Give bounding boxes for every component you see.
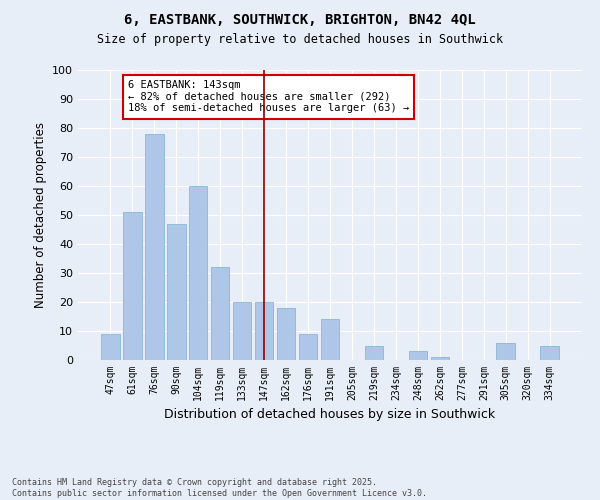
Text: 6, EASTBANK, SOUTHWICK, BRIGHTON, BN42 4QL: 6, EASTBANK, SOUTHWICK, BRIGHTON, BN42 4…: [124, 12, 476, 26]
Bar: [431, 357, 449, 360]
Text: Size of property relative to detached houses in Southwick: Size of property relative to detached ho…: [97, 32, 503, 46]
Bar: [541, 346, 559, 360]
Bar: [167, 224, 185, 360]
Bar: [123, 212, 142, 360]
Bar: [101, 334, 119, 360]
Y-axis label: Number of detached properties: Number of detached properties: [34, 122, 47, 308]
X-axis label: Distribution of detached houses by size in Southwick: Distribution of detached houses by size …: [164, 408, 496, 422]
Bar: [299, 334, 317, 360]
Bar: [255, 302, 274, 360]
Bar: [320, 320, 340, 360]
Bar: [211, 267, 229, 360]
Text: Contains HM Land Registry data © Crown copyright and database right 2025.
Contai: Contains HM Land Registry data © Crown c…: [12, 478, 427, 498]
Bar: [409, 352, 427, 360]
Bar: [233, 302, 251, 360]
Bar: [277, 308, 295, 360]
Bar: [145, 134, 164, 360]
Bar: [189, 186, 208, 360]
Bar: [365, 346, 383, 360]
Text: 6 EASTBANK: 143sqm
← 82% of detached houses are smaller (292)
18% of semi-detach: 6 EASTBANK: 143sqm ← 82% of detached hou…: [128, 80, 409, 114]
Bar: [496, 342, 515, 360]
